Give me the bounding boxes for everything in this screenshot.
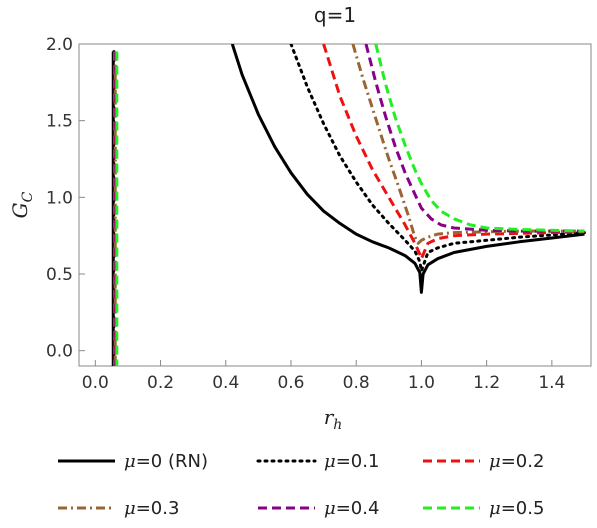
x-tick-label: 0.6 [277,373,304,393]
legend-item: μ=0 (RN) [58,451,208,472]
x-tick-label: 0.4 [212,373,239,393]
legend-label: μ=0.1 [324,451,379,472]
series-3 [113,44,585,366]
series-4 [114,44,585,366]
y-tick-label: 0.5 [46,265,73,285]
legend-label: μ=0.3 [124,498,179,519]
series-line [374,44,585,233]
y-tick-label: 2.0 [46,35,73,55]
legend-item: μ=0.4 [258,498,379,519]
series-0 [111,44,585,366]
y-tick-label: 1.0 [46,188,73,208]
legend-item: μ=0.5 [423,498,544,519]
legend-item: μ=0.3 [58,498,179,519]
y-tick-label: 1.5 [46,112,73,132]
legend: μ=0 (RN) μ=0.1 μ=0.2 μ=0.3 μ=0.4 μ=0.5 [58,451,544,519]
legend-item: μ=0.1 [256,451,379,472]
series-line [289,44,586,273]
series-layer [111,44,586,366]
y-tick-label: 0.0 [46,342,73,362]
series-1 [112,44,586,366]
legend-label: μ=0 (RN) [124,451,208,472]
chart-title: q=1 [314,3,356,27]
series-line [351,44,585,245]
y-axis: 0.0 0.5 1.0 1.5 2.0 [46,35,85,362]
x-axis-label: rh [324,405,343,433]
legend-label: μ=0.2 [489,451,544,472]
x-tick-label: 1.0 [408,373,435,393]
series-line [230,44,585,294]
x-axis: 0.0 0.2 0.4 0.6 0.8 1.0 1.2 1.4 [82,360,565,393]
series-2 [113,44,585,366]
series-line [322,44,585,261]
y-axis-label: GC [8,191,36,218]
x-tick-label: 0.2 [147,373,174,393]
legend-label: μ=0.5 [489,498,544,519]
series-5 [115,44,585,366]
plot-frame [78,43,592,367]
x-tick-label: 0.8 [343,373,370,393]
x-tick-label: 1.4 [538,373,565,393]
legend-label: μ=0.4 [324,498,379,519]
x-tick-label: 0.0 [82,373,109,393]
legend-item: μ=0.2 [423,451,544,472]
x-tick-label: 1.2 [473,373,500,393]
series-line [364,44,585,233]
